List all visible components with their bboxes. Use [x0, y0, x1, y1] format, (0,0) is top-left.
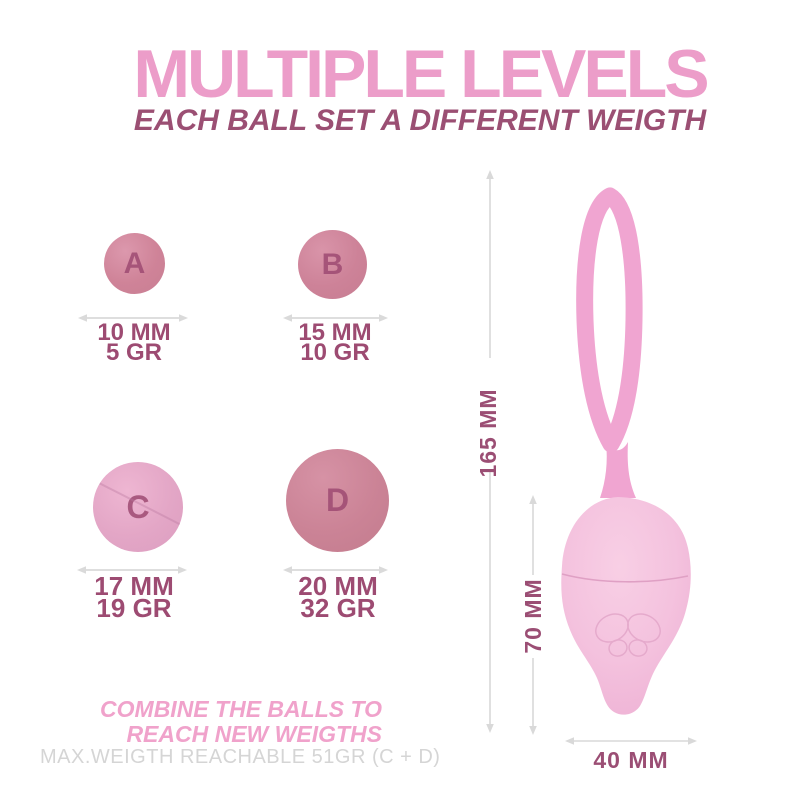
diameter-arrow-b-icon: [283, 314, 388, 322]
strap-stem: [600, 442, 636, 498]
ball-b-size: 15 MM: [298, 319, 372, 346]
combine-note: COMBINE THE BALLS TO REACH NEW WEIGTHS: [40, 697, 382, 747]
ball-b: B: [298, 230, 367, 299]
body-height-label: 70 MM: [520, 578, 546, 654]
ball-d-weight: 32 GR: [300, 593, 376, 623]
ball-a: A: [104, 233, 165, 294]
ball-c-size: 17 MM: [94, 571, 174, 601]
ball-c: C: [93, 462, 183, 552]
ball-c-letter: C: [126, 488, 150, 525]
diameter-arrow-d-icon: [283, 566, 388, 574]
ball-a-spec: 10 MM 5 GR: [73, 319, 195, 366]
kegel-egg-illustration: [561, 187, 691, 715]
ball-c-spec: 17 MM 19 GR: [73, 571, 195, 623]
dimension-line-body-height-icon: [529, 495, 537, 735]
ball-b-weight: 10 GR: [300, 339, 370, 366]
page-title: MULTIPLE LEVELS: [133, 36, 709, 112]
ball-b-spec: 15 MM 10 GR: [274, 319, 396, 366]
egg-body: [561, 497, 691, 715]
ball-d: D: [286, 449, 389, 552]
combine-note-line2: REACH NEW WEIGTHS: [126, 721, 382, 747]
ball-a-weight: 5 GR: [105, 339, 162, 366]
ball-b-letter: B: [321, 247, 344, 281]
ball-d-spec: 20 MM 32 GR: [275, 571, 401, 623]
page-subtitle: EACH BALL SET A DIFFERENT WEIGTH: [133, 104, 707, 137]
width-label: 40 MM: [593, 747, 669, 773]
ball-d-size: 20 MM: [298, 571, 378, 601]
diameter-arrow-c-icon: [77, 566, 187, 574]
ball-d-letter: D: [325, 482, 350, 518]
ball-c-weight: 19 GR: [96, 593, 172, 623]
max-weight-note: MAX.WEIGTH REACHABLE 51GR (C + D): [40, 746, 441, 768]
diameter-arrow-a-icon: [78, 314, 188, 322]
retrieval-loop: [576, 187, 643, 453]
dimension-line-width-icon: [565, 737, 697, 745]
egg-seam-line: [561, 573, 689, 583]
dimension-line-total-height-icon: [486, 170, 494, 733]
total-height-label: 165 MM: [475, 388, 501, 478]
ball-a-size: 10 MM: [97, 319, 171, 346]
butterfly-logo-icon: [595, 613, 661, 657]
ball-a-letter: A: [123, 246, 146, 280]
combine-note-line1: COMBINE THE BALLS TO: [100, 696, 382, 722]
